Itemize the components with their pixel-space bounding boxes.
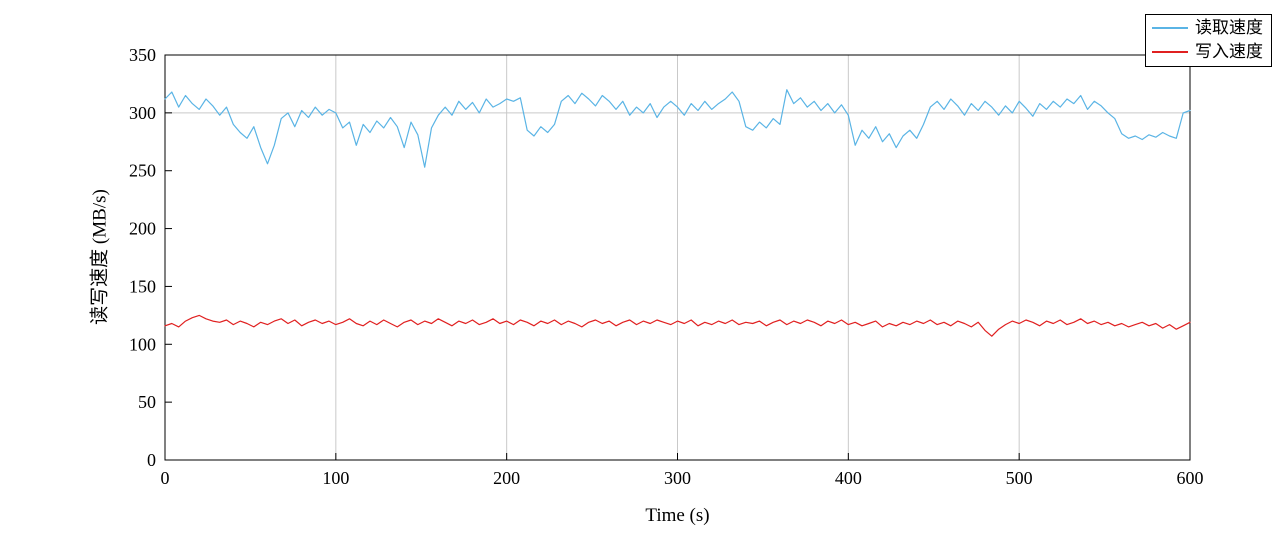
y-axis-label: 读写速度 (MB/s) xyxy=(89,189,111,325)
write-series-line-sample xyxy=(1152,51,1188,53)
legend: 读取速度 写入速度 xyxy=(1145,14,1272,67)
svg-text:250: 250 xyxy=(129,161,156,181)
svg-text:350: 350 xyxy=(129,45,156,65)
svg-text:50: 50 xyxy=(138,392,156,412)
svg-text:200: 200 xyxy=(129,219,156,239)
read-series-line-sample xyxy=(1152,27,1188,29)
read-series-label: 读取速度 xyxy=(1195,18,1263,37)
write-series-label: 写入速度 xyxy=(1195,42,1263,61)
svg-text:100: 100 xyxy=(129,334,156,354)
svg-text:400: 400 xyxy=(835,468,862,488)
svg-text:100: 100 xyxy=(322,468,349,488)
svg-text:200: 200 xyxy=(493,468,520,488)
svg-text:0: 0 xyxy=(161,468,170,488)
svg-text:0: 0 xyxy=(147,450,156,470)
svg-text:600: 600 xyxy=(1177,468,1204,488)
legend-entry-write: 写入速度 xyxy=(1152,42,1263,62)
legend-entry-read: 读取速度 xyxy=(1152,18,1263,38)
svg-text:150: 150 xyxy=(129,276,156,296)
svg-text:300: 300 xyxy=(129,103,156,123)
svg-text:500: 500 xyxy=(1006,468,1033,488)
x-axis-label: Time (s) xyxy=(645,505,710,526)
svg-text:300: 300 xyxy=(664,468,691,488)
